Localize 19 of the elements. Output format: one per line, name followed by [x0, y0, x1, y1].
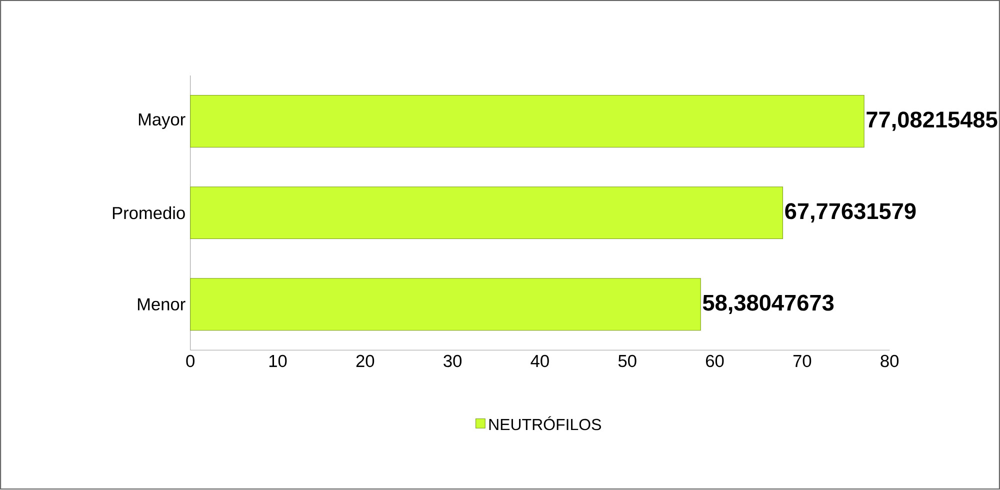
y-tick-label: Mayor [138, 114, 186, 130]
x-tick-label: 20 [356, 355, 374, 368]
data-label: 77,08215485 [866, 112, 998, 132]
bar [190, 186, 784, 240]
x-tick-label: 80 [880, 355, 899, 368]
y-tick-label: Promedio [112, 206, 185, 220]
y-tick-label: Menor [138, 298, 186, 311]
x-tick-label: 0 [186, 355, 194, 368]
x-tick-label: 50 [618, 355, 636, 368]
bar [190, 278, 701, 331]
x-tick-label: 70 [793, 355, 812, 368]
bar [190, 95, 864, 148]
data-label: 58,38047673 [702, 294, 834, 314]
x-tick-label: 30 [444, 355, 462, 368]
legend-label: NEUTRÓFILOS [489, 416, 601, 430]
data-label: 67,77631579 [785, 203, 916, 223]
x-tick-label: 40 [530, 355, 549, 368]
x-tick-label: 60 [706, 355, 724, 368]
x-tick-label: 10 [269, 355, 287, 368]
